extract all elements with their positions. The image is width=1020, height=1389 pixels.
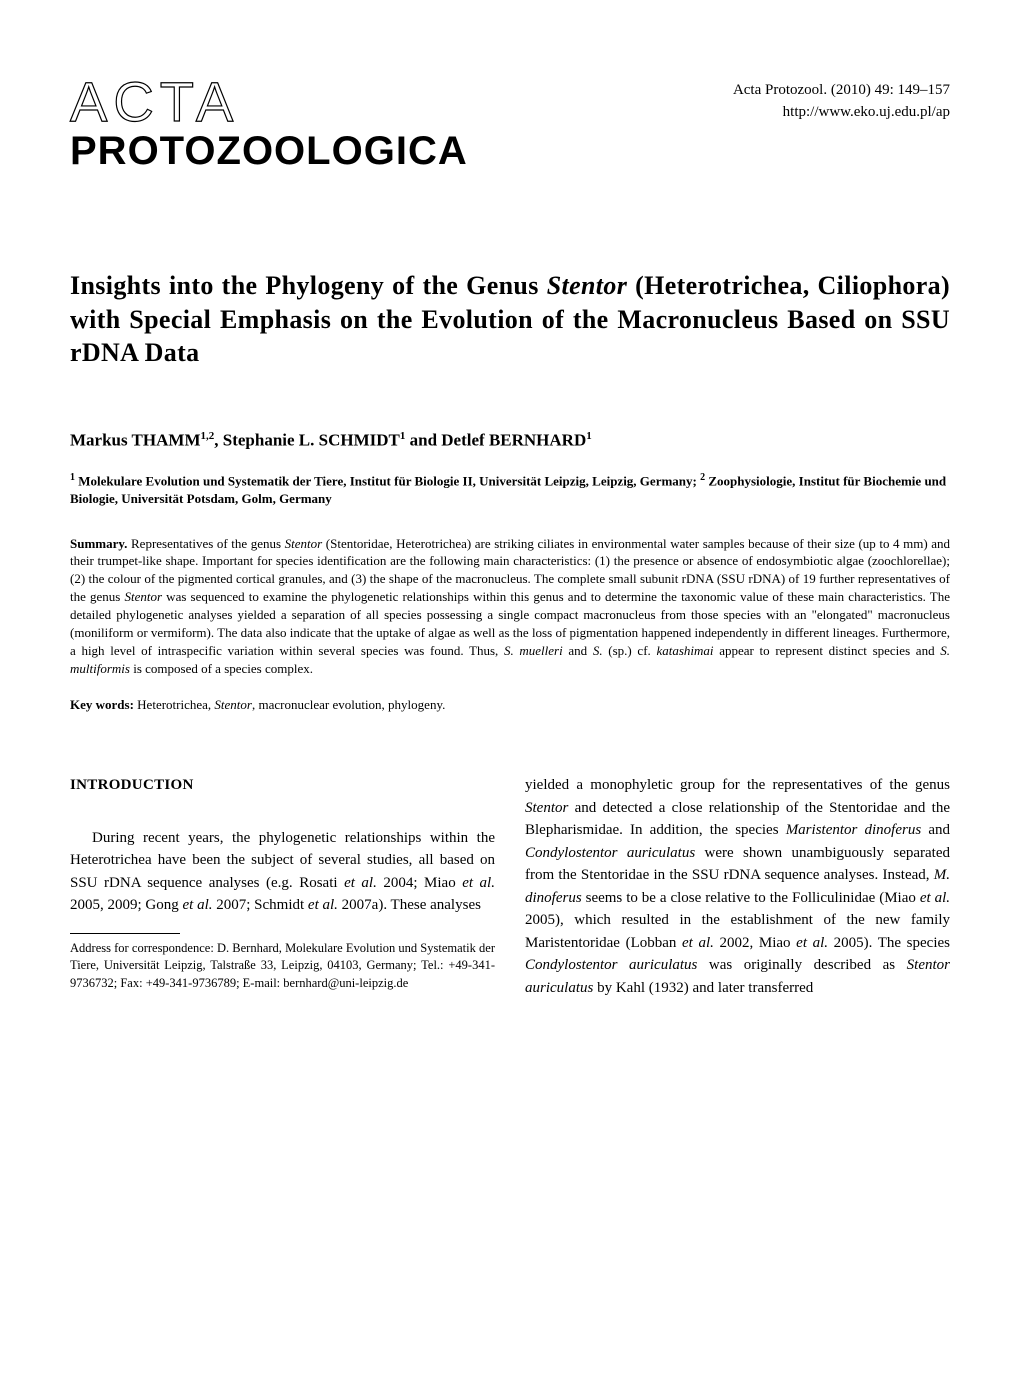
summary-text: Representatives of the genus Stentor (St…: [70, 536, 950, 677]
article-title: Insights into the Phylogeny of the Genus…: [70, 269, 950, 370]
summary-label: Summary.: [70, 536, 127, 551]
authors: Markus THAMM1,2, Stephanie L. SCHMIDT1 a…: [70, 430, 950, 451]
logo-acta-text: ACTA: [70, 80, 468, 125]
introduction-heading: INTRODUCTION: [70, 774, 495, 797]
logo-protozoologica-text: PROTOZOOLOGICA: [70, 129, 468, 174]
journal-meta: Acta Protozool. (2010) 49: 149–157 http:…: [733, 80, 950, 124]
page-header: ACTA PROTOZOOLOGICA Acta Protozool. (201…: [70, 80, 950, 174]
footnote-rule: [70, 933, 180, 934]
left-column: INTRODUCTION During recent years, the ph…: [70, 774, 495, 999]
intro-paragraph-left: During recent years, the phylogenetic re…: [70, 827, 495, 917]
keywords-text: Heterotrichea, Stentor, macronuclear evo…: [137, 697, 445, 712]
summary: Summary. Representatives of the genus St…: [70, 535, 950, 679]
right-column: yielded a monophyletic group for the rep…: [525, 774, 950, 999]
intro-paragraph-right: yielded a monophyletic group for the rep…: [525, 774, 950, 999]
correspondence-footnote: Address for correspondence: D. Bernhard,…: [70, 940, 495, 993]
journal-url: http://www.eko.uj.edu.pl/ap: [733, 102, 950, 124]
two-column-body: INTRODUCTION During recent years, the ph…: [70, 774, 950, 999]
journal-citation: Acta Protozool. (2010) 49: 149–157: [733, 80, 950, 102]
keywords: Key words: Heterotrichea, Stentor, macro…: [70, 696, 950, 714]
journal-logo: ACTA PROTOZOOLOGICA: [70, 80, 468, 174]
affiliations: 1 Molekulare Evolution und Systematik de…: [70, 471, 950, 509]
keywords-label: Key words:: [70, 697, 134, 712]
